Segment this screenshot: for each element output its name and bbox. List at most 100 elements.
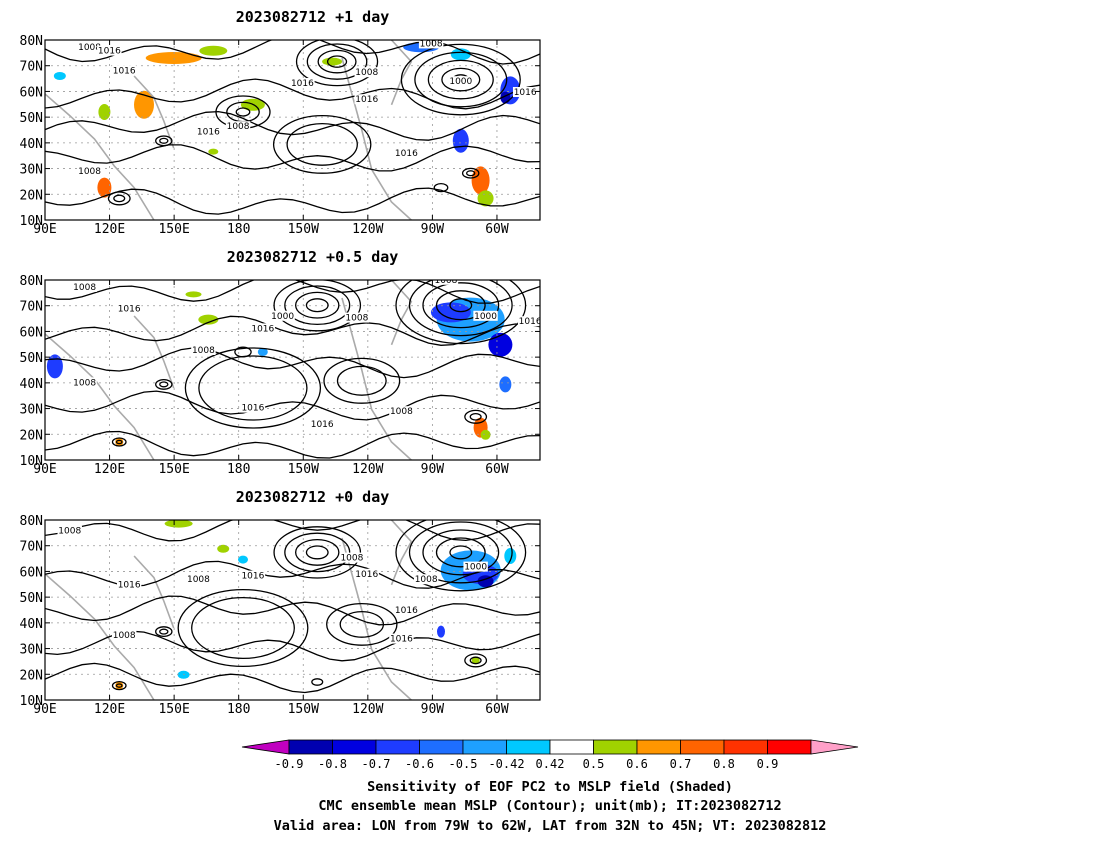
panels: 2023082712 +1 day 1008 1016 1008 1016 1016 100… xyxy=(20,8,542,717)
panel-title: 2023082712 +1 day xyxy=(236,8,390,26)
contour-label: 1008 xyxy=(113,631,136,641)
shaded-region xyxy=(238,555,248,564)
panel-1: 2023082712 +0.5 day 1008 1016 1008 1016 1008 1… xyxy=(20,248,542,477)
contour-label: 1016 xyxy=(519,317,542,327)
panel-frame xyxy=(44,519,541,701)
contour-label-bg xyxy=(116,579,142,590)
closed-isobar xyxy=(159,381,169,388)
colorbar-box xyxy=(288,739,333,755)
colorbar-box xyxy=(549,739,594,755)
contour-label: 1016 xyxy=(241,404,264,414)
closed-isobar xyxy=(435,290,486,321)
y-tick-label: 20N xyxy=(20,188,43,203)
isobar xyxy=(45,662,540,694)
closed-isobar xyxy=(273,280,362,332)
closed-isobar xyxy=(273,526,362,579)
x-tick-label: 120W xyxy=(352,222,383,237)
contour-label-bg xyxy=(116,303,142,314)
colorbar-label: 0.9 xyxy=(757,757,779,771)
contour-label-bg xyxy=(250,323,275,334)
closed-isobar xyxy=(115,683,123,688)
colorbar-label: -0.7 xyxy=(362,757,391,771)
x-tick-label: 90E xyxy=(33,462,56,477)
coastline xyxy=(341,297,412,460)
closed-isobar xyxy=(305,545,329,560)
coastline xyxy=(45,333,155,460)
closed-isobar xyxy=(466,170,476,177)
contour-label-bg xyxy=(413,574,439,585)
colorbar-label: -0.5 xyxy=(449,757,478,771)
x-tick-label: 120E xyxy=(94,462,125,477)
isobar xyxy=(45,78,540,110)
contour-label-bg xyxy=(225,121,251,132)
contour-label-bg xyxy=(394,148,419,159)
y-tick-label: 80N xyxy=(20,274,43,289)
shaded-region xyxy=(46,354,63,379)
closed-isobar xyxy=(414,51,508,108)
shaded-region xyxy=(134,90,154,119)
contour-label: 1016 xyxy=(395,606,418,616)
contour-label-bg xyxy=(448,76,473,87)
y-tick-label: 50N xyxy=(20,591,43,606)
closed-isobar xyxy=(464,653,488,668)
shaded-region xyxy=(322,57,343,66)
isobar xyxy=(45,430,540,459)
contour-label-bg xyxy=(344,312,370,323)
closed-isobar xyxy=(155,378,173,390)
x-tick-label: 150E xyxy=(158,222,189,237)
contour-label: 1008 xyxy=(390,407,413,417)
closed-isobar xyxy=(272,114,372,174)
contour-label: 1000 xyxy=(449,77,472,87)
isobar xyxy=(45,40,540,65)
contour-label: 1000 xyxy=(464,563,487,573)
colorbar-box xyxy=(462,739,507,755)
shaded-region xyxy=(53,72,66,80)
closed-isobar xyxy=(111,680,127,691)
colorbar-label: -0.42 xyxy=(488,757,524,771)
contour-label: 1016 xyxy=(118,581,141,591)
closed-isobar xyxy=(295,40,379,87)
closed-isobar xyxy=(395,520,527,592)
coastline xyxy=(341,537,412,700)
closed-isobar xyxy=(408,280,513,337)
contour-label: 1016 xyxy=(241,572,264,582)
x-tick-label: 60W xyxy=(485,222,509,237)
shaded-region xyxy=(257,348,268,356)
contour-label: 1008 xyxy=(340,554,363,564)
colorbar: -0.9 -0.8 -0.7 -0.6 -0.5 -0.42 0.42 0.5 0.6 0.7 0.… xyxy=(241,739,859,771)
contour-label-bg xyxy=(339,552,365,563)
closed-isobar xyxy=(177,588,309,668)
closed-isobar xyxy=(435,537,486,568)
colorbar-box xyxy=(636,739,681,755)
contour-label-bg xyxy=(463,561,488,572)
closed-isobar xyxy=(449,545,473,560)
contour-label: 1008 xyxy=(192,346,215,356)
x-tick-label: 90E xyxy=(33,222,56,237)
panel-title: 2023082712 +0.5 day xyxy=(227,248,399,266)
caption-line-3: Valid area: LON from 79W to 62W, LAT fro… xyxy=(274,818,827,834)
coastline xyxy=(133,315,175,389)
colorbar-boxes xyxy=(241,739,859,755)
closed-isobar xyxy=(449,298,473,313)
closed-isobar xyxy=(469,656,482,665)
contour-label: 1016 xyxy=(395,149,418,159)
colorbar-label: -0.8 xyxy=(318,757,347,771)
coastline xyxy=(390,40,413,106)
closed-isobar xyxy=(155,135,173,147)
shaded-region xyxy=(115,681,124,690)
contour-label: 1008 xyxy=(227,122,250,132)
x-tick-label: 150E xyxy=(158,702,189,717)
contour-label-bg xyxy=(354,94,379,105)
coastline xyxy=(133,555,175,629)
x-tick-label: 60W xyxy=(485,462,509,477)
contour-label-bg xyxy=(389,406,414,417)
shaded-region xyxy=(199,45,228,56)
shaded-region xyxy=(471,656,480,665)
contour-label: 1008 xyxy=(434,276,457,286)
shaded-region xyxy=(217,544,230,553)
colorbar-label: 0.8 xyxy=(713,757,735,771)
closed-isobar xyxy=(235,107,251,117)
caption-line-1: Sensitivity of EOF PC2 to MSLP field (Sh… xyxy=(367,779,733,795)
contour-label: 1016 xyxy=(355,570,378,580)
